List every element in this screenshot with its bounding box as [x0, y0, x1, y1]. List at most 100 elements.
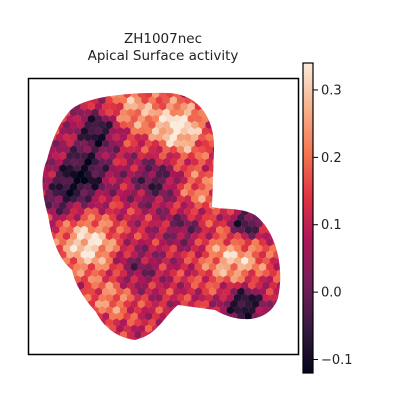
- hexbin-cell: [77, 145, 85, 154]
- hexbin-cell: [66, 139, 74, 148]
- hexbin-cell: [205, 133, 213, 142]
- hexbin-cell: [105, 157, 113, 167]
- hexbin-cell: [226, 281, 235, 290]
- hexbin-cell: [223, 324, 231, 333]
- hexbin-cell: [212, 269, 220, 278]
- hexbin-cell: [77, 318, 85, 327]
- hexbin-cell: [169, 182, 178, 191]
- hexbin-cell: [80, 213, 88, 222]
- hexbin-cell: [45, 164, 53, 173]
- hexbin-cell: [105, 232, 113, 241]
- hexbin-cell: [119, 219, 128, 228]
- hexbin-cell: [98, 96, 106, 105]
- hexbin-cell: [177, 84, 184, 92]
- hexbin-cell: [119, 145, 128, 154]
- hexbin-cell: [84, 281, 92, 290]
- hexbin-cell: [219, 182, 227, 191]
- hexbin-cell: [226, 244, 235, 253]
- hexbin-cell: [141, 120, 149, 130]
- hexbin-cell: [116, 336, 124, 340]
- hexbin-cell: [80, 275, 88, 284]
- hexbin-cell: [262, 108, 270, 117]
- hexbin-cell: [66, 151, 74, 161]
- hexbin-cell: [109, 299, 117, 309]
- hexbin-cell: [45, 262, 53, 272]
- hexbin-cell: [66, 213, 74, 222]
- hexbin-cell: [144, 176, 153, 185]
- hexbin-cell: [276, 207, 281, 216]
- hexbin-cell: [230, 250, 238, 259]
- hexbin-cell: [255, 194, 263, 204]
- hexbin-cell: [201, 102, 210, 111]
- hexbin-cell: [234, 318, 242, 327]
- hexbin-cell: [159, 238, 167, 247]
- hexbin-cell: [230, 114, 238, 124]
- colorbar-gradient: [303, 63, 313, 373]
- hexbin-cell: [184, 232, 192, 241]
- hexbin-cell: [244, 92, 252, 99]
- hexbin-cell: [144, 139, 153, 148]
- hexbin-cell: [152, 336, 160, 340]
- hexbin-cell: [219, 293, 227, 303]
- hexbin-cell: [205, 219, 213, 228]
- hexbin-cell: [230, 275, 238, 284]
- hexbin-cell: [119, 207, 128, 216]
- hexbin-cell: [184, 170, 192, 179]
- hexbin-cell: [269, 170, 277, 179]
- hexbin-cell: [198, 133, 206, 142]
- hexbin-cell: [144, 299, 153, 309]
- hexbin-cell: [194, 151, 202, 161]
- hexbin-cell: [45, 176, 53, 185]
- hexbin-cell: [159, 188, 167, 198]
- hexbin-cell: [45, 238, 53, 247]
- hexbin-cell: [184, 330, 192, 340]
- hexbin-cell: [219, 330, 227, 340]
- hexbin-cell: [91, 108, 99, 117]
- hexbin-cell: [273, 287, 281, 296]
- hexbin-cell: [201, 299, 210, 309]
- hexbin-cell: [84, 120, 92, 130]
- hexbin-cell: [141, 96, 149, 105]
- hexbin-cell: [73, 188, 81, 198]
- hexbin-cell: [45, 299, 53, 309]
- hexbin-cell: [198, 269, 206, 278]
- hexbin-cell: [62, 318, 71, 327]
- hexbin-cell: [166, 287, 174, 296]
- hexbin-cell: [155, 182, 163, 191]
- hexbin-cell: [280, 300, 287, 308]
- hexbin-cell: [287, 300, 294, 308]
- hexbin-cell: [184, 207, 192, 216]
- hexbin-cell: [248, 182, 256, 191]
- hexbin-cell: [241, 281, 249, 290]
- hexbin-cell: [205, 318, 213, 327]
- hexbin-cell: [226, 256, 235, 266]
- hexbin-cell: [287, 288, 294, 296]
- hexbin-cell: [173, 188, 181, 198]
- hexbin-cell: [59, 225, 67, 235]
- hexbin-cell: [226, 145, 235, 154]
- hexbin-cell: [48, 306, 56, 315]
- hexbin-cell: [173, 139, 181, 148]
- hexbin-cell: [244, 336, 252, 340]
- hexbin-cell: [269, 293, 277, 303]
- hexbin-cell: [109, 312, 117, 321]
- hexbin-cell: [141, 157, 149, 167]
- hexbin-cell: [70, 120, 78, 130]
- hexbin-cell: [52, 336, 60, 340]
- hexbin-cell: [220, 84, 227, 92]
- hexbin-cell: [234, 244, 242, 253]
- hexbin-cell: [119, 293, 128, 303]
- hexbin-cell: [102, 250, 110, 259]
- hexbin-cell: [269, 318, 277, 327]
- hexbin-cell: [112, 269, 121, 278]
- hexbin-cell: [230, 287, 238, 296]
- hexbin-cell: [52, 114, 60, 124]
- hexbin-cell: [70, 84, 77, 92]
- hexbin-cell: [173, 164, 181, 173]
- hexbin-cell: [205, 194, 213, 204]
- hexbin-cell: [194, 299, 202, 309]
- hexbin-cell: [184, 108, 192, 117]
- hexbin-cell: [87, 312, 96, 321]
- hexbin-cell: [237, 275, 245, 284]
- hexbin-cell: [173, 127, 181, 136]
